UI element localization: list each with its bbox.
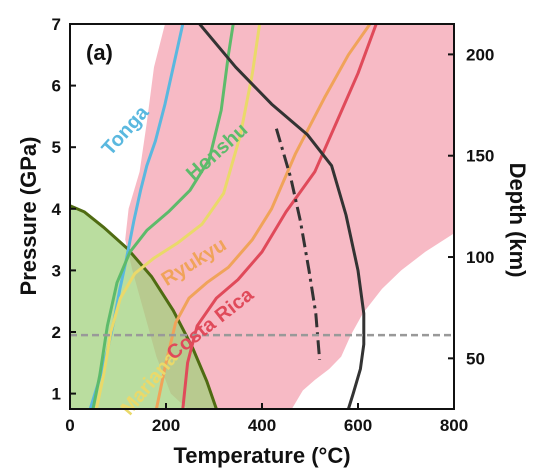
y2-tick-label: 200 [466, 45, 494, 64]
region-green-field-boundary [70, 204, 218, 409]
x-tick-label: 400 [248, 416, 276, 435]
y-tick-label: 5 [52, 138, 61, 157]
y-tick-label: 4 [52, 200, 62, 219]
regions-layer [70, 24, 454, 409]
x-axis-title: Temperature (°C) [173, 443, 350, 468]
y-tick-label: 7 [52, 15, 61, 34]
series-line-mariana [94, 24, 262, 409]
y-axis-title: Pressure (GPa) [16, 137, 41, 296]
y2-tick-label: 50 [466, 349, 485, 368]
series-line-black-dashdot [274, 128, 322, 360]
series-line-costa-rica [181, 24, 378, 409]
y-tick-label: 2 [52, 323, 61, 342]
y2-axis-title: Depth (km) [505, 163, 530, 278]
ticks-layer: 0 200 400 600 800 1 2 3 4 5 6 7 50 100 150 200 [52, 15, 495, 435]
x-tick-label: 800 [440, 416, 468, 435]
x-tick-label: 200 [152, 416, 180, 435]
series-layer [88, 24, 378, 409]
y-tick-label: 3 [52, 261, 61, 280]
y-tick-label: 1 [52, 385, 61, 404]
y2-tick-label: 150 [466, 147, 494, 166]
series-line-black-solid [198, 24, 366, 409]
panel-label: (a) [86, 40, 113, 65]
y-tick-label: 6 [52, 77, 61, 96]
series-line-ryukyu [154, 24, 372, 409]
y2-tick-label: 100 [466, 248, 494, 267]
x-tick-label: 0 [65, 416, 74, 435]
x-tick-label: 600 [344, 416, 372, 435]
